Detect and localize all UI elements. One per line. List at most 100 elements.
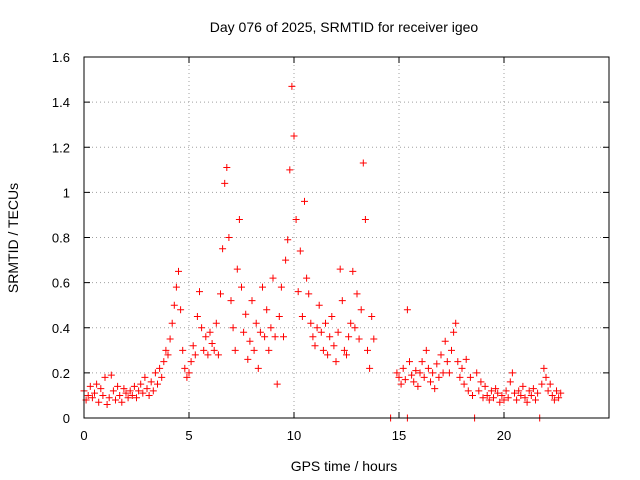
data-point — [458, 364, 466, 372]
data-point — [294, 288, 302, 296]
data-point — [399, 364, 407, 372]
data-point — [519, 382, 527, 390]
y-tick-label: 0.2 — [52, 366, 70, 381]
data-point — [238, 283, 245, 291]
data-point — [151, 369, 159, 377]
data-point — [313, 324, 321, 332]
data-point — [410, 378, 418, 386]
data-point — [443, 358, 451, 366]
data-point — [307, 319, 315, 327]
data-point — [557, 389, 565, 397]
data-point — [437, 351, 445, 359]
data-point — [200, 346, 208, 354]
data-point — [548, 391, 556, 399]
data-point — [326, 333, 334, 341]
data-point — [217, 290, 224, 298]
data-point — [546, 380, 554, 388]
data-point — [296, 247, 304, 255]
data-point — [105, 394, 113, 402]
data-point — [359, 159, 367, 167]
data-point — [162, 346, 170, 354]
data-point — [540, 364, 548, 372]
data-point — [198, 324, 206, 332]
data-point — [114, 382, 122, 390]
data-point — [368, 312, 376, 320]
data-point — [189, 342, 197, 350]
data-point — [464, 387, 472, 395]
data-point — [246, 337, 254, 345]
data-point — [469, 391, 476, 399]
data-point — [555, 394, 563, 402]
data-point — [433, 360, 441, 368]
data-point — [168, 319, 176, 327]
data-point — [288, 82, 296, 90]
data-point — [355, 335, 363, 343]
data-point — [336, 265, 344, 273]
data-point — [223, 164, 231, 172]
data-point — [311, 342, 319, 350]
data-point — [172, 283, 180, 291]
x-tick-label: 15 — [392, 428, 406, 443]
data-point — [301, 197, 308, 205]
data-point — [418, 358, 426, 366]
x-tick-label: 10 — [287, 428, 301, 443]
data-point — [181, 364, 189, 372]
data-point — [324, 351, 332, 359]
data-point — [517, 391, 525, 399]
data-point — [93, 380, 101, 388]
data-point — [538, 380, 546, 388]
data-point — [441, 337, 449, 345]
data-point — [414, 382, 422, 390]
data-point — [124, 394, 132, 402]
data-point — [485, 396, 493, 404]
x-tick-label: 0 — [80, 428, 87, 443]
data-point — [143, 385, 151, 393]
data-point — [118, 398, 126, 406]
data-point — [422, 346, 430, 354]
data-point — [206, 328, 214, 336]
data-point — [166, 335, 174, 343]
chart-title: Day 076 of 2025, SRMTID for receiver ige… — [210, 19, 479, 35]
data-point — [427, 378, 434, 386]
data-point — [553, 387, 560, 395]
data-point — [317, 328, 325, 336]
data-point — [170, 301, 178, 309]
data-point — [508, 369, 516, 377]
data-point — [466, 373, 474, 381]
data-point — [265, 346, 273, 354]
data-point — [420, 373, 428, 381]
data-point — [116, 391, 124, 399]
data-point — [95, 398, 103, 406]
data-point — [454, 358, 462, 366]
y-tick-label: 0 — [63, 411, 70, 426]
data-point — [529, 385, 537, 393]
data-point — [328, 312, 336, 320]
data-point — [179, 346, 187, 354]
data-point — [351, 324, 359, 332]
data-point — [347, 319, 355, 327]
data-point — [462, 355, 470, 363]
data-point — [542, 373, 550, 381]
data-point — [401, 376, 409, 384]
data-point — [395, 373, 403, 381]
data-point — [164, 351, 172, 359]
data-point — [504, 394, 512, 402]
data-point — [156, 364, 164, 372]
data-point — [277, 283, 285, 291]
y-tick-label: 1 — [63, 185, 70, 200]
data-point — [214, 351, 222, 359]
data-point — [364, 346, 371, 354]
data-point — [154, 380, 161, 388]
data-point — [523, 398, 531, 406]
y-tick-label: 1.6 — [52, 50, 70, 65]
x-axis-label: GPS time / hours — [291, 458, 398, 474]
data-point — [412, 367, 420, 375]
data-point — [397, 380, 405, 388]
data-point — [475, 387, 483, 395]
data-point — [513, 396, 521, 404]
data-point — [332, 358, 340, 366]
data-point — [286, 166, 294, 174]
data-point — [252, 319, 260, 327]
data-point — [254, 364, 262, 372]
